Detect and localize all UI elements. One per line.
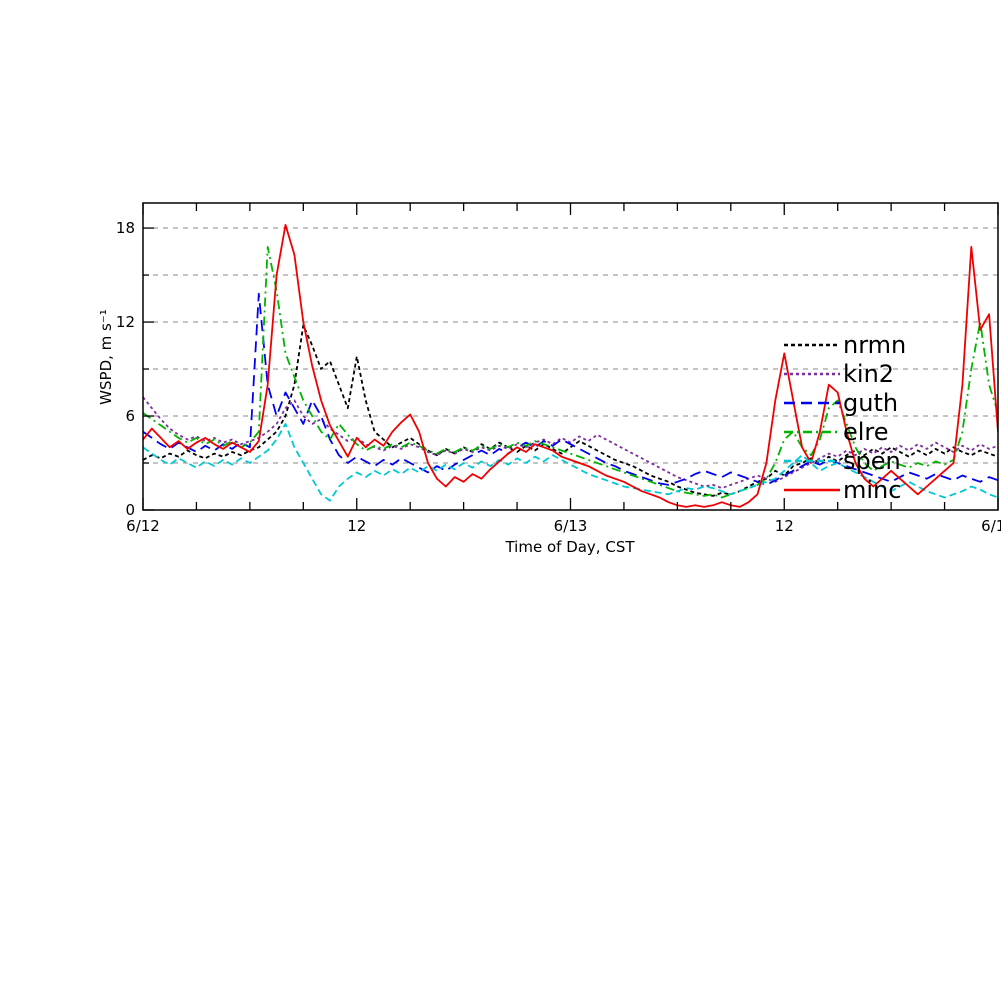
- legend-label-minc: minc: [843, 476, 901, 504]
- x-tick-labels: 6/12 12 6/13 12 6/14: [126, 517, 1001, 535]
- legend-label-nrmn: nrmn: [843, 331, 906, 359]
- series-elre: [143, 245, 998, 499]
- legend-item-kin2: kin2: [784, 360, 894, 388]
- y-tick-labels: 0 6 12 18: [116, 219, 135, 519]
- y-tick-label: 6: [125, 407, 135, 425]
- series-group: [143, 223, 998, 508]
- series-spen: [143, 422, 998, 502]
- legend-item-guth: guth: [784, 389, 898, 417]
- series-nrmn: [143, 324, 998, 497]
- y-tick-label: 12: [116, 313, 135, 331]
- x-tick-label: 12: [775, 517, 794, 535]
- y-tick-label: 0: [125, 501, 135, 519]
- legend-item-nrmn: nrmn: [784, 331, 906, 359]
- legend-label-kin2: kin2: [843, 360, 894, 388]
- series-minc: [143, 223, 998, 508]
- legend-label-elre: elre: [843, 418, 889, 446]
- x-tick-label: 12: [347, 517, 366, 535]
- x-tick-label: 6/12: [126, 517, 160, 535]
- legend-label-spen: spen: [843, 447, 901, 475]
- series-kin2: [143, 396, 998, 490]
- legend-label-guth: guth: [843, 389, 898, 417]
- legend-item-spen: spen: [784, 447, 901, 475]
- x-tick-label: 6/14: [981, 517, 1001, 535]
- legend-item-minc: minc: [784, 476, 901, 504]
- y-axis-title: WSPD, m s⁻¹: [97, 309, 115, 405]
- x-tick-label: 6/13: [554, 517, 588, 535]
- y-tick-label: 18: [116, 219, 135, 237]
- legend-item-elre: elre: [784, 418, 889, 446]
- series-guth: [143, 292, 998, 486]
- x-axis-title: Time of Day, CST: [505, 538, 635, 556]
- axis-ticks: [142, 203, 999, 511]
